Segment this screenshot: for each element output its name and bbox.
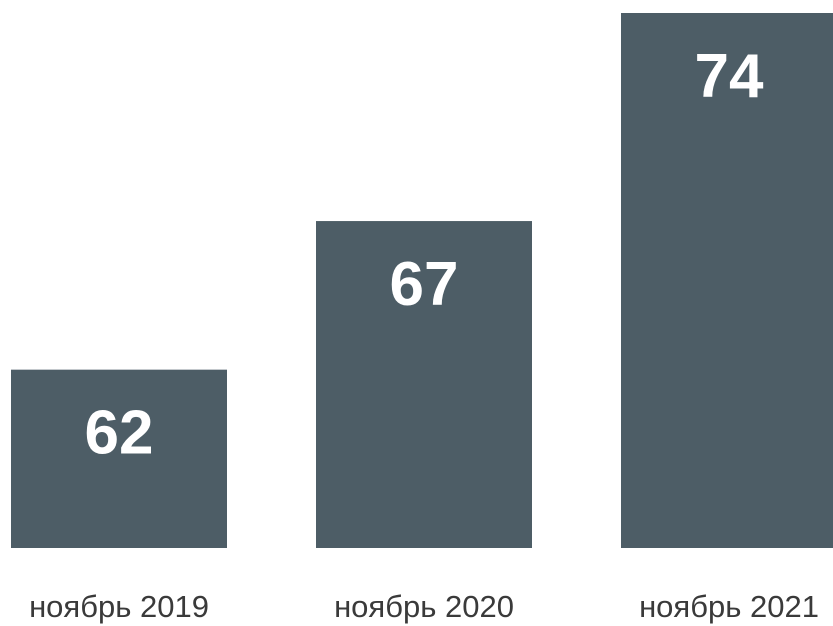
data-label: 62	[85, 399, 154, 468]
bar	[316, 221, 532, 549]
x-tick-label: ноябрь 2021	[639, 589, 819, 624]
x-tick-label: ноябрь 2019	[29, 589, 209, 624]
bar	[621, 13, 833, 548]
bar	[11, 369, 227, 548]
data-label: 74	[695, 42, 764, 111]
data-label: 67	[390, 250, 459, 319]
x-tick-label: ноябрь 2020	[334, 589, 514, 624]
